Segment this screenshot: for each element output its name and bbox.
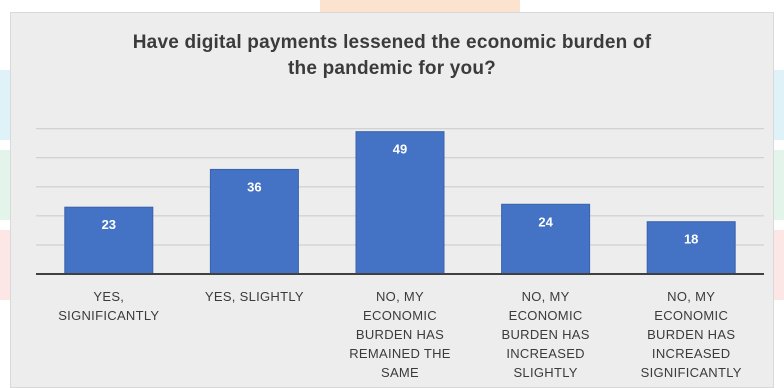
category-label-line: SIGNIFICANTLY: [640, 365, 742, 380]
category-label-line: YES,: [93, 289, 125, 304]
category-label-line: SLIGHTLY: [513, 365, 578, 380]
data-label-1: 23: [102, 217, 116, 232]
bar-5: [646, 221, 736, 275]
category-label-line: BURDEN HAS: [647, 327, 736, 342]
category-label-line: SIGNIFICANTLY: [58, 308, 160, 323]
category-label-line: NO, MY: [667, 289, 716, 304]
category-label-line: ECONOMIC: [363, 308, 437, 323]
category-label-line: NO, MY: [521, 289, 570, 304]
bar-1: [64, 206, 154, 275]
data-label-5: 18: [684, 232, 698, 247]
data-label-3: 49: [393, 142, 407, 157]
chart-title-line-2: the pandemic for you?: [288, 58, 496, 79]
category-label-line: BURDEN HAS: [501, 327, 590, 342]
bar-3: [355, 131, 445, 275]
bar-2: [209, 168, 299, 275]
category-label-5: NO, MY ECONOMIC BURDEN HAS INCREASED SIGNIFI…: [626, 287, 756, 382]
data-label-2: 36: [247, 179, 261, 194]
chart-title-line-1: Have digital payments lessened the econo…: [132, 32, 652, 53]
bar-4: [501, 203, 591, 275]
bars: [64, 131, 736, 275]
chart-title: Have digital payments lessened the econo…: [60, 30, 724, 82]
category-label-3: NO, MY ECONOMIC BURDEN HAS REMAINED THE SAME: [335, 287, 465, 382]
category-label-1: YES, SIGNIFICANTLY: [44, 287, 174, 325]
category-label-line: REMAINED THE: [349, 346, 451, 361]
category-label-line: ECONOMIC: [508, 308, 583, 323]
category-label-4: NO, MY ECONOMIC BURDEN HAS INCREASED SLIGHTL…: [481, 287, 611, 382]
category-label-line: SAME: [380, 365, 420, 380]
category-label-line: NO, MY: [375, 289, 425, 304]
category-label-line: BURDEN HAS: [355, 327, 445, 342]
data-label-4: 24: [538, 214, 553, 229]
category-label-line: INCREASED: [651, 346, 731, 361]
category-label-2: YES, SLIGHTLY: [189, 287, 319, 306]
category-label-line: YES, SLIGHTLY: [204, 289, 304, 304]
category-label-line: ECONOMIC: [654, 308, 729, 323]
data-labels: 23 36 49 24 18: [102, 142, 699, 247]
category-label-line: INCREASED: [506, 346, 585, 361]
